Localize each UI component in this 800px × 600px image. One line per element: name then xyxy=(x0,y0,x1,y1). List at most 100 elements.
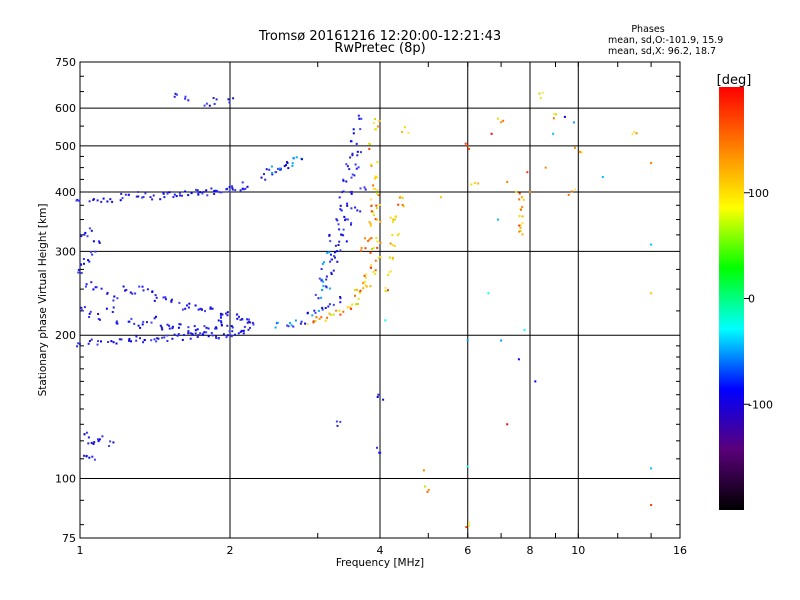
data-point xyxy=(231,187,234,189)
data-point xyxy=(236,317,239,320)
data-point xyxy=(79,263,82,266)
data-point xyxy=(208,104,211,107)
data-point xyxy=(112,341,115,344)
data-point xyxy=(539,97,542,100)
data-point xyxy=(101,435,104,438)
data-point xyxy=(379,256,382,258)
data-point xyxy=(213,193,216,195)
data-point xyxy=(96,343,99,346)
data-point xyxy=(239,189,242,192)
x-tick-label: 6 xyxy=(464,544,471,557)
data-point xyxy=(520,208,522,211)
data-point xyxy=(337,223,340,226)
data-point xyxy=(156,337,159,340)
data-point xyxy=(339,301,342,304)
x-tick-label: 4 xyxy=(377,544,384,557)
data-point xyxy=(467,148,470,150)
data-point xyxy=(332,303,335,306)
data-point xyxy=(234,189,237,192)
data-point xyxy=(357,303,359,305)
data-point xyxy=(244,187,247,190)
data-point xyxy=(332,269,335,272)
data-point xyxy=(77,342,80,345)
data-point xyxy=(200,308,203,311)
data-point xyxy=(356,209,359,212)
data-point xyxy=(328,287,331,290)
data-point xyxy=(105,307,108,310)
data-point xyxy=(519,224,522,227)
data-point xyxy=(268,168,271,171)
data-point xyxy=(111,311,114,313)
data-point xyxy=(226,187,229,190)
data-point xyxy=(370,266,372,269)
data-point xyxy=(242,329,245,332)
data-point xyxy=(364,284,367,287)
data-point xyxy=(329,240,332,243)
data-point xyxy=(221,313,224,316)
data-point xyxy=(83,454,85,457)
data-point xyxy=(350,190,353,193)
data-point xyxy=(197,191,200,194)
data-point xyxy=(325,275,328,278)
data-point xyxy=(228,190,231,193)
data-point xyxy=(330,258,333,261)
data-point xyxy=(216,190,219,193)
data-point xyxy=(226,311,229,314)
data-point xyxy=(515,190,518,193)
x-tick-label: 10 xyxy=(571,544,585,557)
data-point xyxy=(355,167,358,170)
data-point xyxy=(247,328,250,331)
data-point xyxy=(375,192,378,195)
data-point xyxy=(341,191,344,194)
y-tick-label: 600 xyxy=(55,102,76,115)
data-point xyxy=(106,291,109,294)
data-point xyxy=(346,204,349,207)
data-point xyxy=(291,164,294,167)
data-point xyxy=(373,188,376,190)
data-point xyxy=(118,338,121,341)
data-point xyxy=(97,340,99,343)
data-point xyxy=(90,229,93,232)
data-point xyxy=(193,325,196,328)
data-point xyxy=(151,198,154,201)
data-point xyxy=(339,204,342,207)
data-point xyxy=(552,117,555,120)
data-point xyxy=(313,309,316,312)
data-point xyxy=(314,311,317,314)
data-point xyxy=(231,185,233,188)
data-point xyxy=(241,187,244,190)
data-point xyxy=(203,325,206,328)
data-point xyxy=(137,324,140,327)
data-point xyxy=(92,240,95,243)
data-point xyxy=(572,121,575,124)
data-point xyxy=(387,274,390,277)
data-point xyxy=(338,309,341,312)
data-point xyxy=(376,246,379,249)
data-point xyxy=(375,207,378,210)
data-point xyxy=(394,215,397,218)
data-point xyxy=(154,294,157,297)
data-point xyxy=(360,249,363,252)
data-point xyxy=(271,173,274,176)
data-point xyxy=(128,338,131,340)
data-point xyxy=(84,285,87,288)
data-point xyxy=(241,181,244,184)
data-point xyxy=(344,219,346,222)
data-point xyxy=(166,340,169,342)
data-point xyxy=(218,191,221,194)
data-point xyxy=(368,221,371,224)
data-point xyxy=(141,323,144,326)
data-point xyxy=(318,277,321,280)
data-point xyxy=(382,398,385,401)
data-point xyxy=(252,323,255,326)
data-point xyxy=(265,168,268,171)
data-point xyxy=(290,324,293,327)
data-point xyxy=(94,250,97,253)
data-point xyxy=(377,194,380,197)
data-point xyxy=(372,187,375,190)
data-point xyxy=(351,303,354,306)
data-point xyxy=(370,198,373,201)
data-point xyxy=(345,240,348,243)
data-point xyxy=(226,324,229,327)
data-point xyxy=(403,126,406,129)
